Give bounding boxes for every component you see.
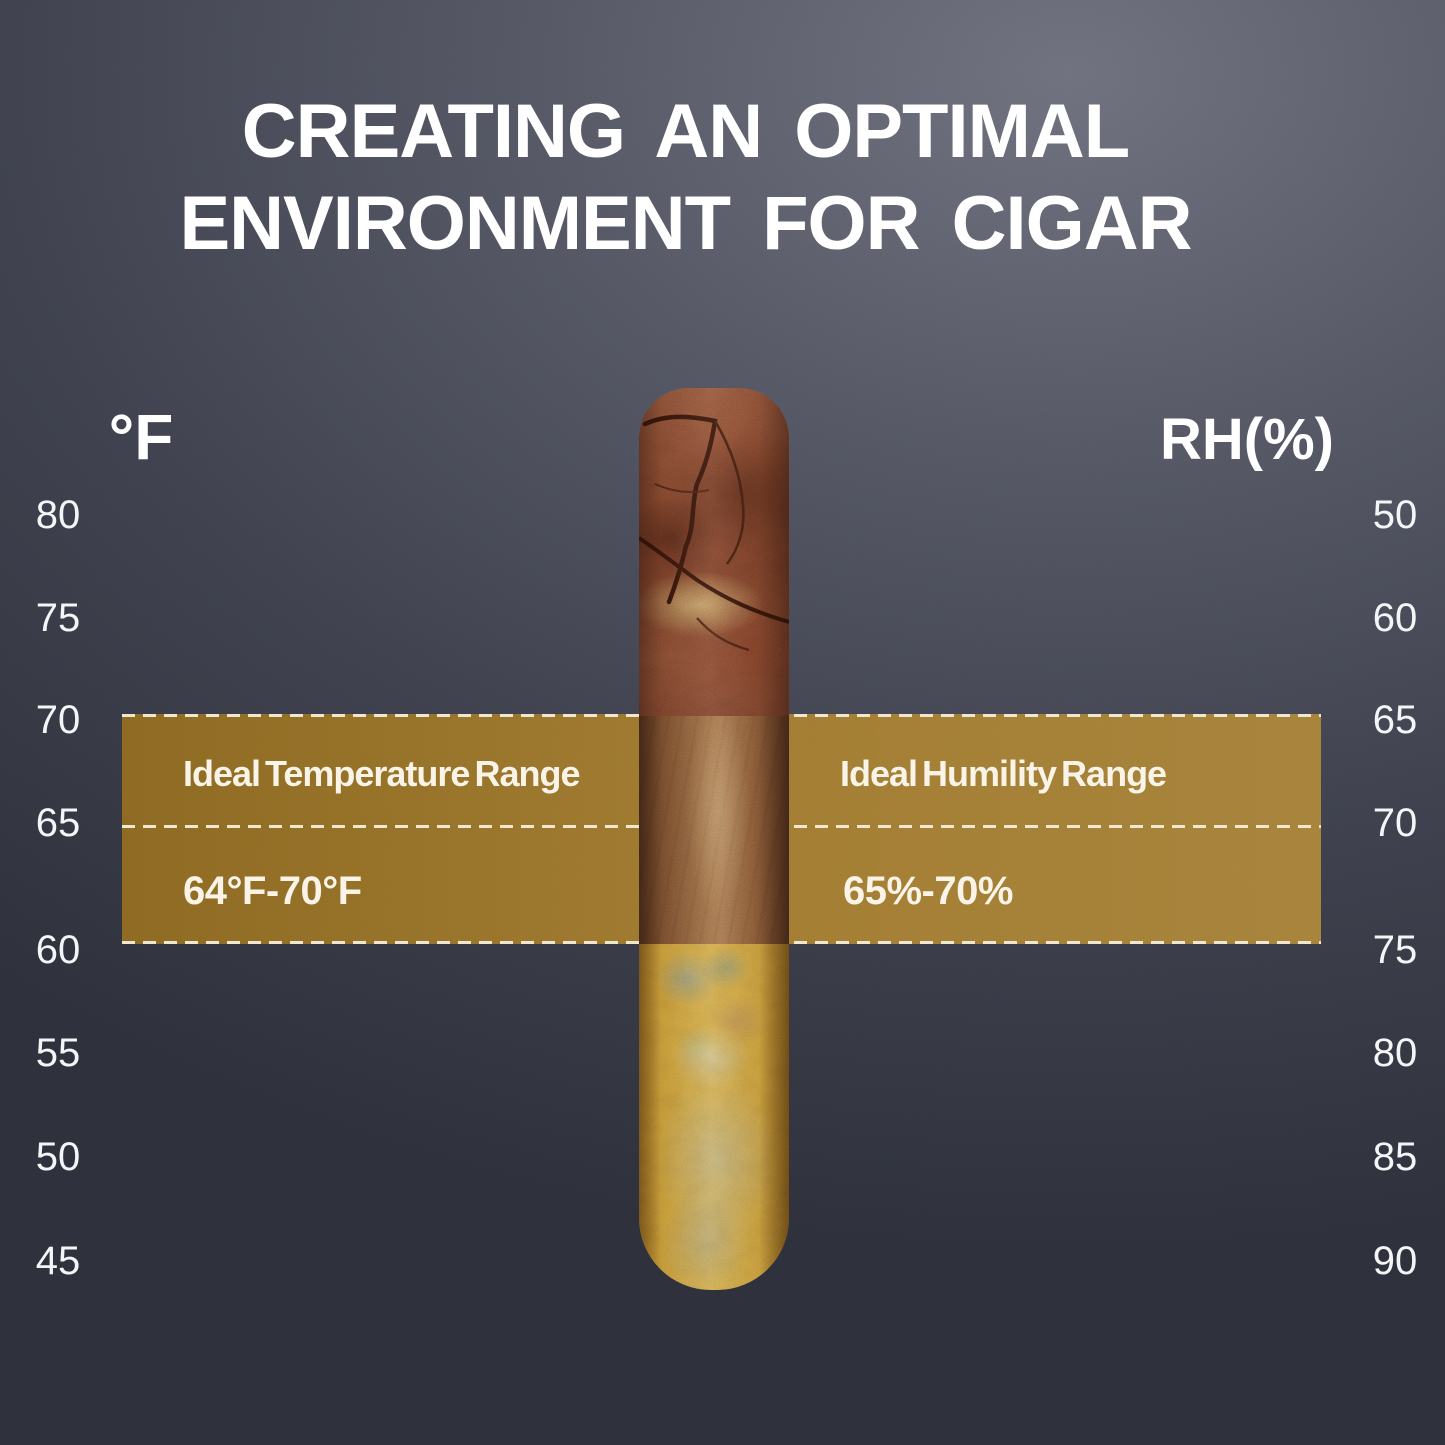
texture-grain-overlay (639, 944, 789, 1290)
left-axis-tick-label: 45 (35, 1239, 81, 1283)
ideal-humidity-range-value: 65%-70% (843, 869, 1013, 913)
ideal-temperature-range-value: 64°F-70°F (183, 869, 362, 913)
cigar-illustration (639, 388, 789, 1290)
right-axis-tick-label: 75 (1372, 928, 1418, 972)
left-axis-tick-label: 60 (35, 928, 81, 972)
page-title: CREATING AN OPTIMAL ENVIRONMENT FOR CIGA… (0, 86, 1445, 270)
right-axis-tick-label: 70 (1372, 801, 1418, 845)
left-axis-tick-label: 80 (35, 493, 81, 537)
left-axis-tick-label: 50 (35, 1135, 81, 1179)
left-axis-tick-label: 70 (35, 698, 81, 742)
left-axis-unit-label: °F (108, 401, 174, 473)
ideal-temperature-range-label: Ideal Temperature Range (183, 753, 580, 794)
cigar-moldy-section (639, 944, 789, 1290)
texture-blotch-overlay (639, 944, 789, 1290)
right-axis-tick-label: 65 (1372, 698, 1418, 742)
crack-lines-graphic (639, 414, 789, 652)
right-axis-tick-label: 60 (1372, 596, 1418, 640)
right-axis-tick-column: 50 60 65 70 75 80 85 90 (1364, 0, 1426, 1445)
texture-grain-overlay (639, 716, 789, 944)
left-axis-tick-label: 55 (35, 1031, 81, 1075)
left-axis-tick-label: 75 (35, 596, 81, 640)
left-axis-tick-label: 65 (35, 801, 81, 845)
page-title-line-1: CREATING AN OPTIMAL (241, 89, 1130, 174)
right-axis-unit-label: RH(%) (1160, 407, 1334, 472)
ideal-humidity-range-label: Ideal Humility Range (840, 753, 1167, 794)
right-axis-tick-label: 90 (1372, 1239, 1418, 1283)
cigar-ideal-smooth-section (639, 716, 789, 944)
left-axis-tick-column: 80 75 70 65 60 55 50 45 (28, 0, 88, 1445)
page-title-line-2: ENVIRONMENT FOR CIGAR (179, 181, 1192, 266)
cigar-dry-cracked-section (639, 388, 789, 716)
right-axis-tick-label: 80 (1372, 1031, 1418, 1075)
right-axis-tick-label: 50 (1372, 493, 1418, 537)
right-axis-tick-label: 85 (1372, 1135, 1418, 1179)
